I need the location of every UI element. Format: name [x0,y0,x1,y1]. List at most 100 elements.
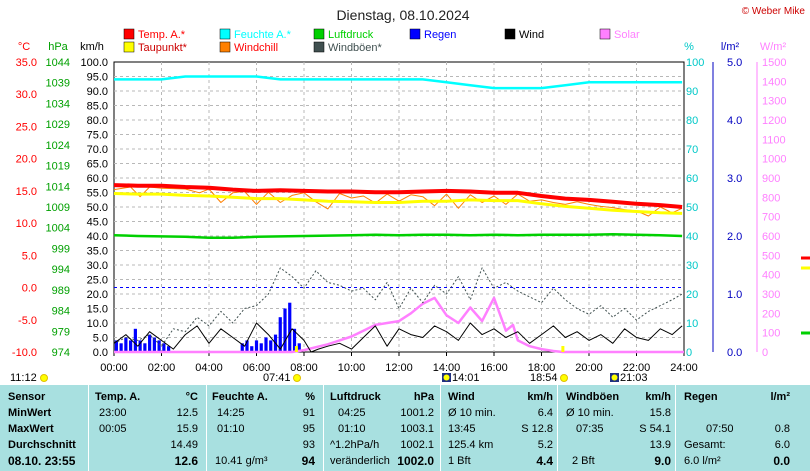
pressure-tick-label: 1034 [46,98,70,110]
rain-tick-label: 5.0 [727,57,742,69]
moon-icon [611,374,618,381]
gusts-title: Windböen [566,391,620,403]
wind-tick-label: 75.0 [87,130,108,142]
wind-tick-label: 55.0 [87,188,108,200]
temp-tick-label: 30.0 [16,89,37,101]
pressure-tick-label: 989 [52,285,70,297]
legend-swatch [219,41,231,53]
sun-icon [293,374,301,382]
pressure-tick-label: 1019 [46,161,70,173]
pressure-tick-label: 999 [52,243,70,255]
solar-tick-label: 700 [762,212,780,224]
pressure-min-time: 04:25 [338,407,366,419]
wind-tick-label: 15.0 [87,304,108,316]
rain-bar [138,340,142,352]
solar-tick-label: 900 [762,173,780,185]
wind-tick-label: 5.0 [93,333,108,345]
x-tick-label: 08:00 [290,362,318,374]
legend-label: Temp. A.* [138,29,186,41]
legend-label: Wind [519,29,544,41]
humidity-max-time: 01:10 [217,423,245,435]
rain-bar [250,346,254,352]
solar-unit-label: W/m² [760,41,787,53]
x-tick-label: 00:00 [100,362,128,374]
temp-tick-label: 0.0 [22,283,37,295]
wind-tick-label: 40.0 [87,231,108,243]
stats-humidity-column: Feuchte A. % 14:25 91 01:10 95 93 10.41 … [207,385,323,471]
rain-bar [264,337,268,352]
gusts-avg10-label: Ø 10 min. [566,407,614,419]
separator [557,385,558,471]
wind-tick-label: 35.0 [87,246,108,258]
humidity-tick-label: 60 [686,173,698,185]
pressure-tick-label: 1009 [46,202,70,214]
temp-avg-value: 14.49 [170,439,198,451]
wind-unit-label: km/h [80,41,104,53]
solar-tick-label: 400 [762,270,780,282]
pressure-trend-text: veränderlich [330,455,390,467]
weather-chart: Dienstag, 08.10.2024 © Weber Mike Temp. … [10,6,810,384]
gusts-max-time: 07:35 [576,423,604,435]
row-label-current: 08.10. 23:55 [8,454,76,468]
separator [675,385,676,471]
rain-bar [269,340,273,352]
sunset-axis-marker [561,346,565,352]
solar-tick-label: 1300 [762,96,786,108]
rain-bar [133,328,137,352]
humidity-min-value: 91 [302,407,315,419]
rain-bar [129,340,133,352]
x-tick-label: 16:00 [480,362,508,374]
pressure-unit: hPa [413,391,434,403]
x-tick-label: 02:00 [148,362,176,374]
temp-unit: °C [185,391,198,403]
rain-bar [124,337,128,352]
wind-tick-label: 25.0 [87,275,108,287]
pressure-tick-label: 1014 [46,181,70,193]
humidity-max-value: 95 [302,423,315,435]
wind-current-value: 4.4 [536,454,553,468]
pressure-tick-label: 974 [52,347,70,359]
luftdruck-series-line [113,233,683,239]
gusts-avg10-value: 15.8 [649,407,671,419]
solar-tick-label: 300 [762,289,780,301]
wind-tick-label: 70.0 [87,144,108,156]
separator [88,385,89,471]
solar-tick-label: 1400 [762,76,786,88]
rain-bar [157,340,161,352]
temp-max-time: 00:05 [99,423,127,435]
legend-swatch [123,28,135,40]
pressure-title: Luftdruck [330,391,381,403]
solar-tick-label: 200 [762,308,780,320]
x-tick-label: 20:00 [575,362,603,374]
rain-current-value: 0.0 [773,454,790,468]
moonset-time: 21:03 [620,372,648,384]
wind-title: Wind [448,391,475,403]
wind-avg10-value: 6.4 [537,407,553,419]
update-time: 11:12 [10,372,37,384]
legend-swatch [409,28,421,40]
wind-max-value: S 12.8 [521,423,553,435]
humidity-tick-label: 10 [686,318,698,330]
humidity-tick-label: 40 [686,231,698,243]
rain-bar [152,337,156,352]
wind-tick-label: 50.0 [87,202,108,214]
solar-tick-label: 500 [762,250,780,262]
legend-label: Solar [614,29,640,41]
humidity-current-value: 94 [301,454,315,468]
rain-bar [297,343,301,352]
stats-labels-column: Sensor MinWert MaxWert Durchschnitt 08.1… [0,385,88,471]
rain-max-value: 0.8 [774,423,790,435]
x-tick-label: 18:00 [528,362,556,374]
row-label-min: MinWert [8,407,52,419]
stats-temp-column: Temp. A. °C 23:00 12.5 00:05 15.9 14.49 … [89,385,206,471]
rain-tick-label: 2.0 [727,231,742,243]
chart-title: Dienstag, 08.10.2024 [336,7,469,23]
legend-swatch [504,28,516,40]
humidity-tick-label: 0 [686,347,692,359]
pressure-tick-label: 984 [52,306,70,318]
right-edge-strip [800,30,810,360]
pressure-max-time: 01:10 [338,423,366,435]
stats-rain-column: Regen l/m² 07:50 0.8 Gesamt: 6.0 6.0 l/m… [676,385,796,471]
pressure-tick-label: 979 [52,326,70,338]
wind-tick-label: 65.0 [87,159,108,171]
